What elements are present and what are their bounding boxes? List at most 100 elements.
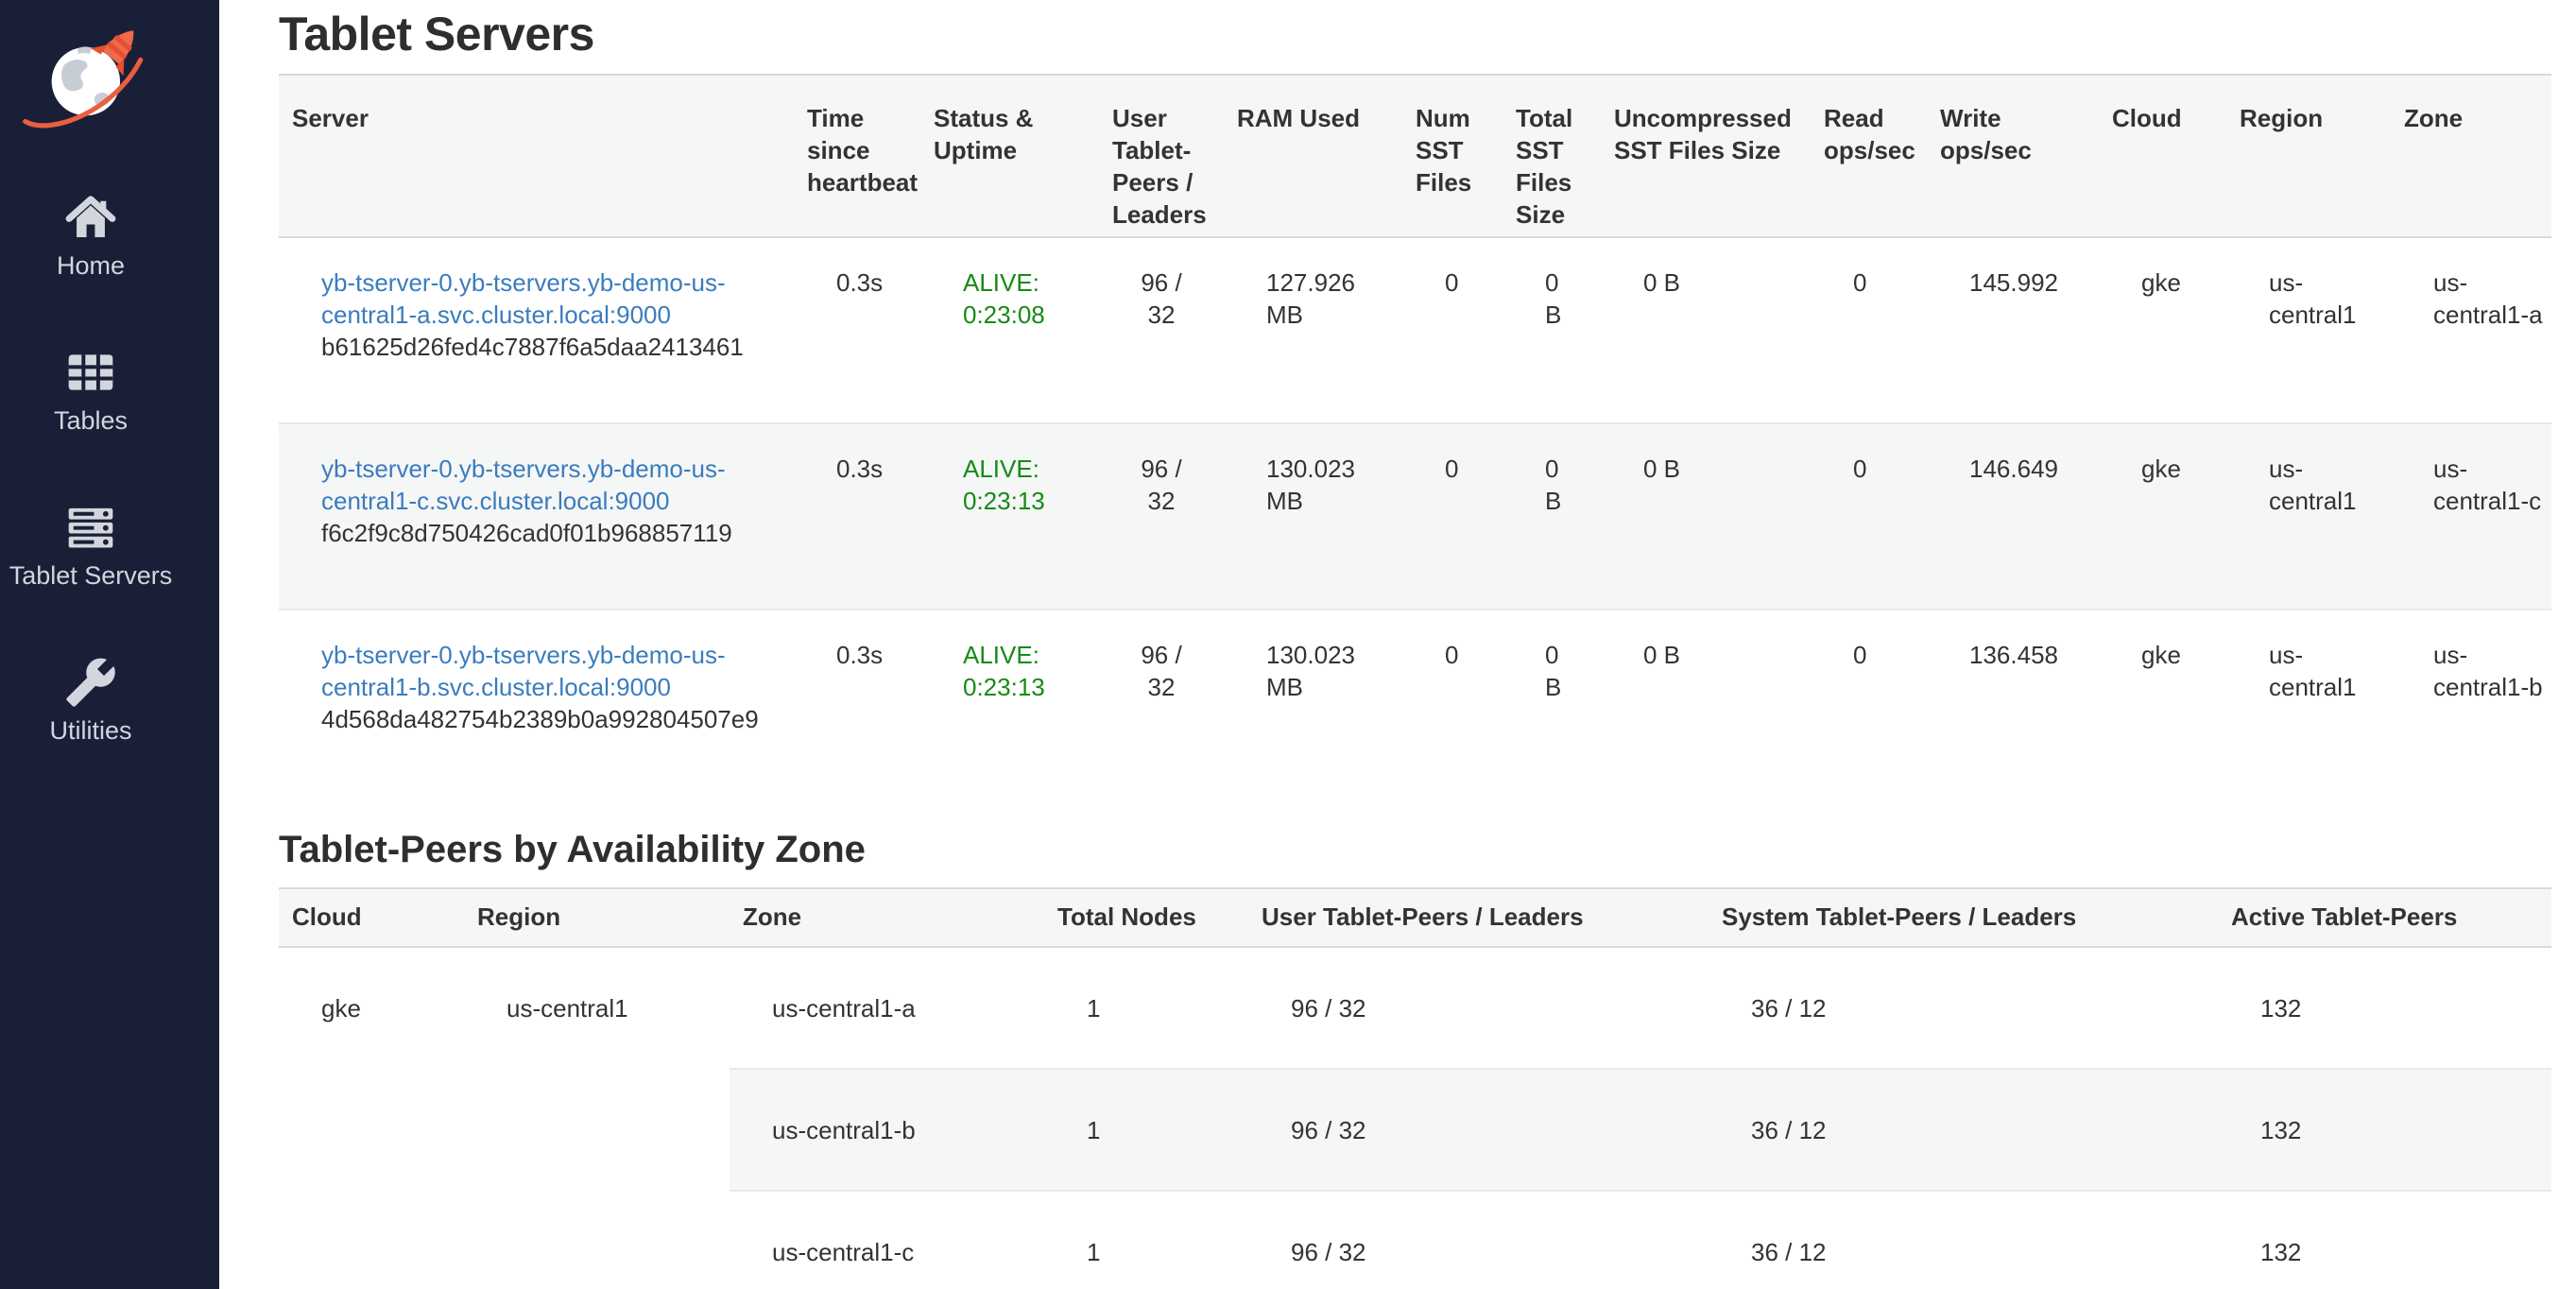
region-cell: us-central1 [2226,423,2391,610]
num-sst-cell: 0 [1402,423,1503,610]
page-title: Tablet Servers [279,8,2551,60]
column-header-heartbeat: Time since heartbeat [794,75,920,237]
status-cell: ALIVE: 0:23:13 [920,423,1099,610]
server-uuid: b61625d26fed4c7887f6a5daa2413461 [321,331,786,363]
uncompressed-sst-cell: 0 B [1601,423,1811,610]
sidebar: Home Tables [0,0,219,1289]
tables-icon [63,346,118,399]
server-link[interactable]: yb-tserver-0.yb-tservers.yb-demo-us-cent… [321,266,786,331]
uncompressed-sst-cell: 0 B [1601,610,1811,796]
column-header-num-sst: Num SST Files [1402,75,1503,237]
server-cell: yb-tserver-0.yb-tservers.yb-demo-us-cent… [279,237,794,423]
zone-cell: us-central1-a [730,947,1044,1069]
server-link[interactable]: yb-tserver-0.yb-tservers.yb-demo-us-cent… [321,453,786,517]
column-header-total-nodes: Total Nodes [1044,888,1248,947]
zone-cell: us-central1-a [2391,237,2551,423]
read-ops-cell: 0 [1811,237,1927,423]
servers-header-row: Server Time since heartbeat Status & Upt… [279,75,2551,237]
zone-cell: us-central1-c [2391,423,2551,610]
zone-cell: us-central1-b [730,1069,1044,1191]
user-peers-cell: 96 / 32 [1248,1069,1709,1191]
heartbeat-cell: 0.3s [794,237,920,423]
status-cell: ALIVE: 0:23:08 [920,237,1099,423]
ram-cell: 127.926 MB [1224,237,1402,423]
cloud-cell: gke [279,947,464,1289]
heartbeat-cell: 0.3s [794,610,920,796]
column-header-region: Region [464,888,730,947]
main-content: Tablet Servers Server Time since heartbe… [219,0,2576,1289]
region-cell: us-central1 [2226,610,2391,796]
status-alive-text: ALIVE: 0:23:08 [963,268,1045,329]
sidebar-item-tables[interactable]: Tables [54,346,128,435]
active-peers-cell: 132 [2218,1191,2551,1289]
sidebar-item-utilities[interactable]: Utilities [49,656,131,745]
user-peers-cell: 96 / 32 [1099,423,1224,610]
cloud-cell: gke [2099,423,2226,610]
cloud-cell: gke [2099,237,2226,423]
num-sst-cell: 0 [1402,610,1503,796]
user-peers-cell: 96 / 32 [1099,237,1224,423]
server-uuid: f6c2f9c8d750426cad0f01b968857119 [321,517,786,549]
home-icon [63,191,118,244]
server-cell: yb-tserver-0.yb-tservers.yb-demo-us-cent… [279,423,794,610]
status-alive-text: ALIVE: 0:23:13 [963,641,1045,701]
server-link[interactable]: yb-tserver-0.yb-tservers.yb-demo-us-cent… [321,639,786,703]
read-ops-cell: 0 [1811,610,1927,796]
uncompressed-sst-cell: 0 B [1601,237,1811,423]
region-cell: us-central1 [2226,237,2391,423]
column-header-active-peers: Active Tablet-Peers [2218,888,2551,947]
active-peers-cell: 132 [2218,947,2551,1069]
server-cell: yb-tserver-0.yb-tservers.yb-demo-us-cent… [279,610,794,796]
column-header-total-sst: Total SST Files Size [1503,75,1601,237]
total-sst-cell: 0 B [1503,237,1601,423]
zones-header-row: Cloud Region Zone Total Nodes User Table… [279,888,2551,947]
zone-cell: us-central1-c [730,1191,1044,1289]
tablet-servers-icon [63,501,118,554]
read-ops-cell: 0 [1811,423,1927,610]
system-peers-cell: 36 / 12 [1709,947,2218,1069]
total-nodes-cell: 1 [1044,1191,1248,1289]
column-header-system-peers: System Tablet-Peers / Leaders [1709,888,2218,947]
column-header-cloud: Cloud [2099,75,2226,237]
sidebar-item-tablet-servers[interactable]: Tablet Servers [9,501,173,590]
tserver-row: yb-tserver-0.yb-tservers.yb-demo-us-cent… [279,423,2551,610]
zone-cell: us-central1-b [2391,610,2551,796]
sidebar-item-label: Tables [54,406,128,435]
column-header-ram: RAM Used [1224,75,1402,237]
yugabyte-logo[interactable] [15,21,166,136]
sidebar-item-label: Home [57,251,125,280]
tablet-servers-table: Server Time since heartbeat Status & Upt… [279,74,2551,796]
ram-cell: 130.023 MB [1224,423,1402,610]
total-sst-cell: 0 B [1503,610,1601,796]
status-alive-text: ALIVE: 0:23:13 [963,455,1045,515]
total-sst-cell: 0 B [1503,423,1601,610]
column-header-zone: Zone [730,888,1044,947]
column-header-status: Status & Uptime [920,75,1099,237]
system-peers-cell: 36 / 12 [1709,1069,2218,1191]
user-peers-cell: 96 / 32 [1248,947,1709,1069]
tserver-row: yb-tserver-0.yb-tservers.yb-demo-us-cent… [279,610,2551,796]
utilities-icon [63,656,118,709]
total-nodes-cell: 1 [1044,947,1248,1069]
write-ops-cell: 146.649 [1927,423,2099,610]
yugabyte-logo-icon [15,21,166,136]
sidebar-item-home[interactable]: Home [57,191,125,280]
column-header-user-peers: User Tablet-Peers / Leaders [1248,888,1709,947]
active-peers-cell: 132 [2218,1069,2551,1191]
user-peers-cell: 96 / 32 [1248,1191,1709,1289]
ram-cell: 130.023 MB [1224,610,1402,796]
system-peers-cell: 36 / 12 [1709,1191,2218,1289]
sidebar-item-label: Tablet Servers [9,561,173,590]
column-header-read-ops: Read ops/sec [1811,75,1927,237]
section-title-tablet-peers: Tablet-Peers by Availability Zone [279,828,2551,871]
num-sst-cell: 0 [1402,237,1503,423]
write-ops-cell: 145.992 [1927,237,2099,423]
column-header-user-peers: User Tablet-Peers / Leaders [1099,75,1224,237]
status-cell: ALIVE: 0:23:13 [920,610,1099,796]
tserver-row: yb-tserver-0.yb-tservers.yb-demo-us-cent… [279,237,2551,423]
column-header-write-ops: Write ops/sec [1927,75,2099,237]
server-uuid: 4d568da482754b2389b0a992804507e9 [321,703,786,735]
tablet-peers-by-zone-table: Cloud Region Zone Total Nodes User Table… [279,887,2551,1289]
total-nodes-cell: 1 [1044,1069,1248,1191]
cloud-cell: gke [2099,610,2226,796]
